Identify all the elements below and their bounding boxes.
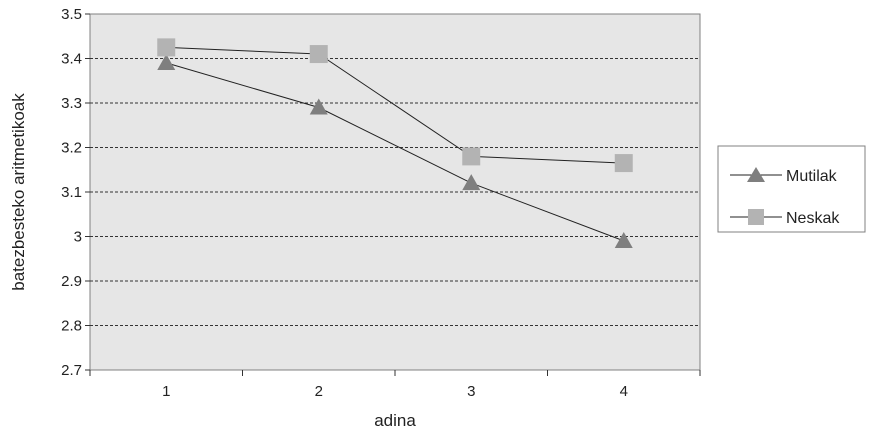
legend-marker-neskak xyxy=(748,209,764,225)
y-tick-label: 3 xyxy=(74,229,82,246)
x-tick-label: 1 xyxy=(162,383,170,400)
data-point-neskak xyxy=(157,38,176,57)
y-tick-label: 3.4 xyxy=(61,51,82,68)
data-point-mutilak xyxy=(614,231,633,248)
legend-label-neskak: Neskak xyxy=(786,210,840,227)
data-point-neskak xyxy=(309,45,328,64)
grid-lines xyxy=(90,58,700,326)
x-tick-label: 3 xyxy=(467,383,475,400)
data-point-neskak xyxy=(614,154,633,173)
legend-marker-mutilak xyxy=(747,167,765,182)
series-layer xyxy=(157,38,633,248)
data-point-neskak xyxy=(462,147,481,166)
series-line-neskak xyxy=(166,46,624,164)
x-tick-label: 2 xyxy=(315,383,323,400)
y-axis-title: batezbesteko aritmetikoak xyxy=(9,93,28,291)
y-tick-label: 2.9 xyxy=(61,273,82,290)
legend: Mutilak Neskak xyxy=(717,145,866,233)
legend-box xyxy=(717,145,866,233)
y-axis: 2.7 2.8 2.9 3 3.1 3.2 3.3 3.4 3.5 xyxy=(61,6,90,379)
legend-label-mutilak: Mutilak xyxy=(786,168,838,185)
y-tick-label: 3.1 xyxy=(61,184,82,201)
x-axis-title: adina xyxy=(374,411,416,430)
data-point-mutilak xyxy=(309,98,328,115)
y-tick-label: 2.7 xyxy=(61,362,82,379)
y-tick-label: 3.5 xyxy=(61,6,82,23)
data-point-mutilak xyxy=(462,174,481,191)
y-tick-label: 2.8 xyxy=(61,318,82,335)
series-line-mutilak xyxy=(166,62,624,242)
data-point-mutilak xyxy=(157,53,176,70)
x-axis: 1 2 3 4 xyxy=(89,370,701,400)
y-tick-label: 3.2 xyxy=(61,140,82,157)
y-tick-label: 3.3 xyxy=(61,95,82,112)
x-tick-label: 4 xyxy=(620,383,628,400)
